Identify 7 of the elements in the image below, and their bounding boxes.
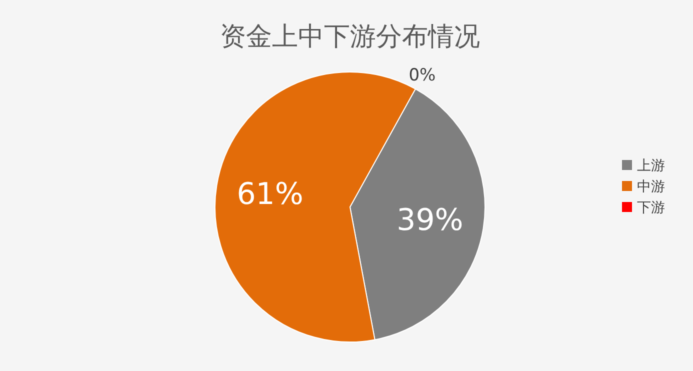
chart-title: 资金上中下游分布情况	[220, 22, 480, 52]
text: 0%	[408, 66, 436, 86]
legend-label: 中游	[637, 179, 665, 195]
legend-label: 上游	[637, 158, 665, 174]
data-label: 61%	[236, 177, 304, 212]
legend-label: 下游	[637, 200, 665, 216]
data-label: 39%	[396, 202, 464, 238]
